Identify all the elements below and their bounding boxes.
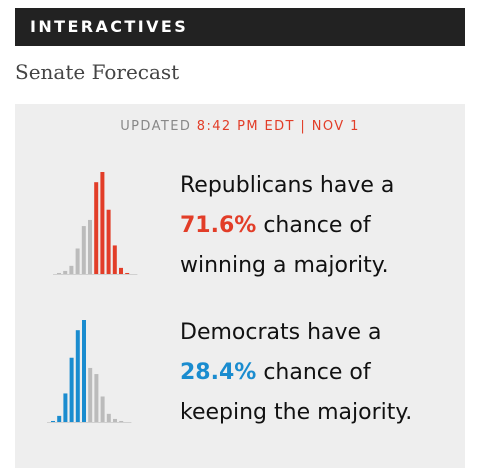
- header-bar: INTERACTIVES: [15, 8, 465, 46]
- democrat-histogram-bar: [119, 420, 124, 422]
- democrat-line-3: keeping the majority.: [180, 400, 413, 425]
- democrat-statement: Democrats have a 28.4% chance of keeping…: [180, 313, 462, 433]
- democrat-histogram-bar: [88, 367, 93, 422]
- section-title[interactable]: INTERACTIVES: [30, 17, 189, 36]
- updated-label: UPDATED: [120, 119, 192, 134]
- democrat-line-2: 28.4% chance of: [180, 353, 462, 393]
- republican-histogram-bar: [100, 172, 105, 274]
- democrat-histogram-bar: [51, 420, 55, 422]
- republican-line-3: winning a majority.: [180, 253, 389, 278]
- democrat-histogram-bar: [100, 396, 105, 422]
- democrat-histogram-bar: [106, 413, 111, 422]
- republican-histogram: [53, 172, 138, 275]
- democrat-histogram-bar: [113, 418, 117, 422]
- democrat-histogram-bar: [82, 320, 86, 422]
- democrat-histogram-bar: [69, 357, 74, 422]
- democrat-histogram-bar: [94, 374, 99, 422]
- updated-timestamp: UPDATED 8:42 PM EDT | NOV 1: [15, 118, 465, 136]
- democrat-histogram-bar: [75, 330, 80, 422]
- democrat-histogram: [47, 320, 132, 423]
- republican-histogram-bar: [63, 270, 68, 274]
- republican-histogram-bar: [106, 209, 111, 274]
- democrat-line-2-rest: chance of: [256, 360, 371, 385]
- democrat-percent: 28.4%: [180, 360, 257, 385]
- republican-histogram-bar: [112, 245, 117, 274]
- republican-histogram-bar: [69, 265, 74, 274]
- republican-histogram-bar: [75, 248, 80, 274]
- republican-percent: 71.6%: [180, 213, 257, 238]
- democrat-line-1: Democrats have a: [180, 320, 382, 345]
- democrat-histogram-bar: [63, 393, 68, 422]
- republican-histogram-bar: [119, 267, 123, 274]
- republican-statement: Republicans have a 71.6% chance of winni…: [180, 166, 462, 286]
- forecast-card: UPDATED 8:42 PM EDT | NOV 1 Republicans …: [15, 104, 465, 468]
- republican-line-2-rest: chance of: [256, 213, 371, 238]
- page-title[interactable]: Senate Forecast: [15, 60, 180, 84]
- republican-histogram-bar: [81, 226, 86, 274]
- republican-line-2: 71.6% chance of: [180, 206, 462, 246]
- democrat-histogram-bar: [57, 415, 62, 422]
- republican-histogram-bar: [125, 272, 130, 274]
- republican-line-1: Republicans have a: [180, 173, 395, 198]
- republican-histogram-bar: [94, 182, 99, 274]
- republican-histogram-bar: [57, 272, 61, 274]
- republican-histogram-bar: [88, 219, 92, 274]
- updated-time: 8:42 PM EDT | NOV 1: [196, 119, 360, 134]
